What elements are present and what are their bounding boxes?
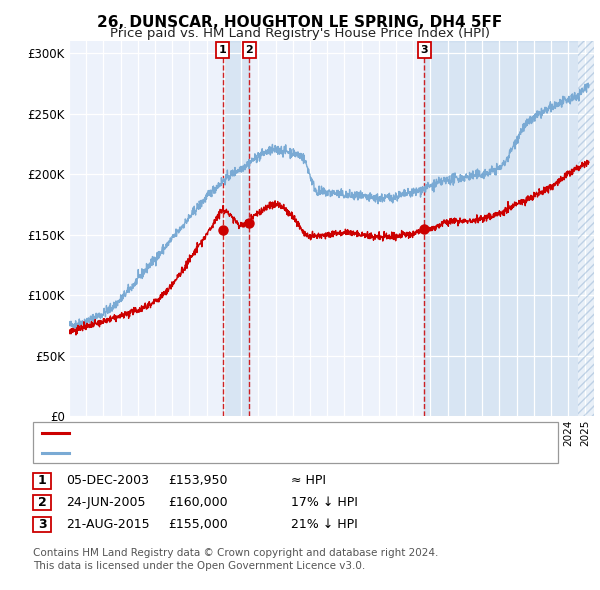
Text: 24-JUN-2005: 24-JUN-2005 [66, 496, 146, 509]
Text: 3: 3 [421, 45, 428, 55]
Bar [223, 41, 250, 416]
Text: 2: 2 [38, 496, 46, 509]
Text: 1: 1 [218, 45, 226, 55]
Text: Contains HM Land Registry data © Crown copyright and database right 2024.
This d: Contains HM Land Registry data © Crown c… [33, 548, 439, 571]
Text: £160,000: £160,000 [168, 496, 227, 509]
Text: HPI: Average price, detached house, Sunderland: HPI: Average price, detached house, Sund… [74, 446, 353, 460]
Text: £155,000: £155,000 [168, 518, 228, 531]
Text: 17% ↓ HPI: 17% ↓ HPI [291, 496, 358, 509]
Text: 26, DUNSCAR, HOUGHTON LE SPRING, DH4 5FF: 26, DUNSCAR, HOUGHTON LE SPRING, DH4 5FF [97, 15, 503, 30]
Text: 3: 3 [38, 518, 46, 531]
Text: 05-DEC-2003: 05-DEC-2003 [66, 474, 149, 487]
Text: 21-AUG-2015: 21-AUG-2015 [66, 518, 149, 531]
Text: 2: 2 [245, 45, 253, 55]
Text: Price paid vs. HM Land Registry's House Price Index (HPI): Price paid vs. HM Land Registry's House … [110, 27, 490, 40]
Text: 1: 1 [38, 474, 46, 487]
Text: £153,950: £153,950 [168, 474, 227, 487]
Text: 21% ↓ HPI: 21% ↓ HPI [291, 518, 358, 531]
Bar [424, 41, 594, 416]
Bar [578, 41, 594, 416]
Text: 26, DUNSCAR, HOUGHTON LE SPRING, DH4 5FF (detached house): 26, DUNSCAR, HOUGHTON LE SPRING, DH4 5FF… [74, 427, 454, 440]
Text: ≈ HPI: ≈ HPI [291, 474, 326, 487]
